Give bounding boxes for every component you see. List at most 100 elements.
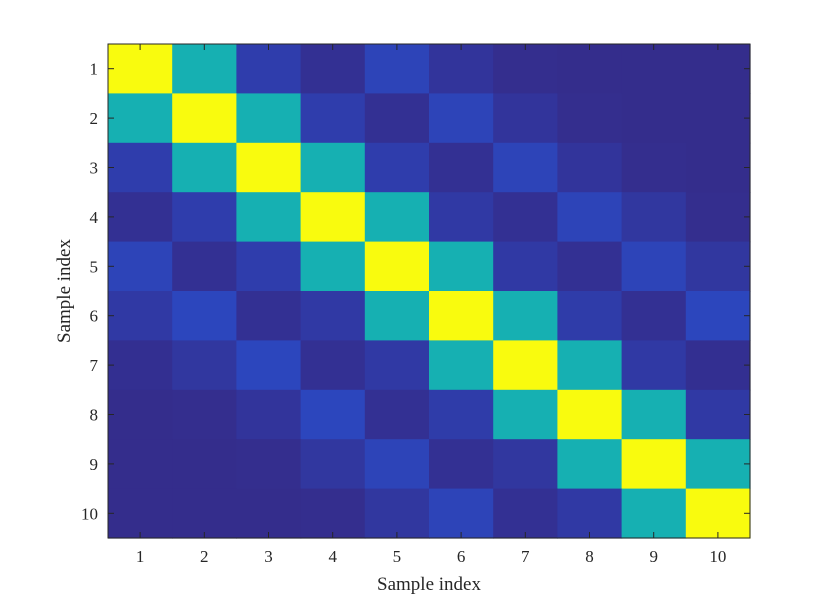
y-tick-label-6: 6	[90, 307, 99, 326]
heatmap-cell-r5-c10	[685, 241, 751, 292]
heatmap-cell-r10-c5	[364, 488, 430, 539]
axes-box	[107, 43, 751, 539]
heatmap-cell-r8-c9	[621, 389, 687, 440]
heatmap-cell-r2-c10	[685, 93, 751, 144]
heatmap-cell-r10-c6	[429, 488, 494, 539]
heatmap-cell-r5-c7	[493, 241, 558, 292]
x-tick-label-3: 3	[264, 547, 273, 566]
heatmap-cell-r10-c8	[557, 488, 623, 539]
heatmap-cell-r8-c8	[557, 389, 623, 440]
heatmap-cell-r3-c5	[364, 142, 430, 193]
heatmap-cell-r6-c4	[300, 291, 366, 341]
heatmap-cell-r4-c1	[108, 192, 173, 243]
heatmap-cell-r2-c9	[621, 93, 687, 144]
heatmap-cell-r5-c5	[364, 241, 430, 292]
heatmap-cell-r5-c3	[236, 241, 302, 292]
heatmap-cell-r4-c3	[236, 192, 302, 243]
heatmap-cell-r10-c3	[236, 488, 302, 539]
y-tick-label-5: 5	[90, 257, 99, 276]
heatmap-cell-r1-c3	[236, 44, 302, 94]
heatmap-cell-r9-c5	[364, 439, 430, 490]
heatmap-cell-r7-c6	[429, 340, 494, 391]
heatmap-cell-r9-c1	[108, 439, 173, 490]
heatmap-cell-r7-c9	[621, 340, 687, 391]
heatmap-cell-r2-c1	[108, 93, 173, 144]
heatmap-cell-r5-c1	[108, 241, 173, 292]
x-tick-label-10: 10	[709, 547, 726, 566]
heatmap-cell-r8-c1	[108, 389, 173, 440]
heatmap-cell-r2-c2	[172, 93, 237, 144]
heatmap-cell-r2-c8	[557, 93, 623, 144]
y-tick-label-4: 4	[90, 208, 99, 227]
heatmap-cell-r4-c7	[493, 192, 558, 243]
heatmap-cell-r10-c9	[621, 488, 687, 539]
y-tick-labels: 1 2 3 4 5 6 7 8 9 10	[81, 60, 99, 524]
heatmap-cell-r9-c4	[300, 439, 366, 490]
heatmap-cell-r3-c8	[557, 142, 623, 193]
x-tick-label-9: 9	[649, 547, 658, 566]
y-tick-label-8: 8	[90, 406, 99, 425]
heatmap-cell-r6-c1	[108, 291, 173, 341]
heatmap-cell-r7-c5	[364, 340, 430, 391]
heatmap-cell-r3-c4	[300, 142, 366, 193]
heatmap-cell-r5-c4	[300, 241, 366, 292]
heatmap-cell-r10-c7	[493, 488, 558, 539]
heatmap-cell-r8-c10	[685, 389, 751, 440]
heatmap-cell-r4-c8	[557, 192, 623, 243]
heatmap-cell-r6-c9	[621, 291, 687, 341]
heatmap-cell-r9-c7	[493, 439, 558, 490]
x-tick-label-2: 2	[200, 547, 209, 566]
heatmap-cell-r3-c2	[172, 142, 237, 193]
heatmap-cell-r5-c2	[172, 241, 237, 292]
heatmap-cell-r8-c4	[300, 389, 366, 440]
x-tick-label-8: 8	[585, 547, 594, 566]
heatmap-cell-r3-c9	[621, 142, 687, 193]
heatmap-cell-r10-c1	[108, 488, 173, 539]
heatmap-cell-r1-c8	[557, 44, 623, 94]
heatmap-cell-r10-c2	[172, 488, 237, 539]
heatmap-cell-r6-c8	[557, 291, 623, 341]
heatmap-cell-r6-c10	[685, 291, 751, 341]
heatmap-cell-r7-c2	[172, 340, 237, 391]
heatmap-cell-r3-c1	[108, 142, 173, 193]
x-tick-label-6: 6	[457, 547, 466, 566]
heatmap-cell-r5-c8	[557, 241, 623, 292]
heatmap-cell-r7-c7	[493, 340, 558, 391]
heatmap-cell-r6-c7	[493, 291, 558, 341]
y-tick-label-2: 2	[90, 109, 99, 128]
heatmap-cell-r7-c8	[557, 340, 623, 391]
heatmap-cell-r8-c7	[493, 389, 558, 440]
y-tick-label-1: 1	[90, 60, 99, 79]
heatmap-cell-r1-c9	[621, 44, 687, 94]
heatmap-cell-r9-c9	[621, 439, 687, 490]
heatmap-cell-r4-c4	[300, 192, 366, 243]
heatmap-cell-r6-c3	[236, 291, 302, 341]
heatmap-cell-r2-c6	[429, 93, 494, 144]
heatmap-cell-r3-c10	[685, 142, 751, 193]
heatmap-cell-r9-c8	[557, 439, 623, 490]
heatmap-cell-r9-c3	[236, 439, 302, 490]
x-tick-labels: 1 2 3 4 5 6 7 8 9 10	[136, 547, 727, 566]
y-tick-label-10: 10	[81, 504, 98, 523]
heatmap-cell-r1-c5	[364, 44, 430, 94]
axis-ticks	[108, 44, 750, 538]
y-tick-label-9: 9	[90, 455, 99, 474]
heatmap-cell-r8-c6	[429, 389, 494, 440]
heatmap-cell-r5-c6	[429, 241, 494, 292]
heatmap-cell-r8-c3	[236, 389, 302, 440]
heatmap-cell-r7-c4	[300, 340, 366, 391]
heatmap-cell-r1-c10	[685, 44, 751, 94]
heatmap-cell-r8-c5	[364, 389, 430, 440]
heatmap-cell-r1-c2	[172, 44, 237, 94]
x-tick-label-1: 1	[136, 547, 145, 566]
heatmap-cell-r9-c2	[172, 439, 237, 490]
heatmap-cell-r1-c7	[493, 44, 558, 94]
heatmap-cell-r7-c10	[685, 340, 751, 391]
heatmap-cell-r2-c4	[300, 93, 366, 144]
heatmap-cell-r7-c1	[108, 340, 173, 391]
heatmap-cell-r2-c7	[493, 93, 558, 144]
heatmap-cell-r6-c6	[429, 291, 494, 341]
heatmap-cell-r3-c3	[236, 142, 302, 193]
heatmap-cell-r2-c3	[236, 93, 302, 144]
